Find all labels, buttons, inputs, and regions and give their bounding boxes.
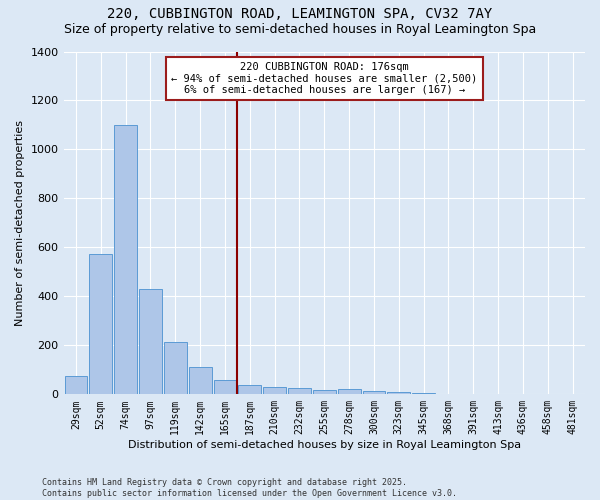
Bar [313, 390, 335, 394]
Bar [164, 342, 187, 394]
Bar [188, 368, 212, 394]
Bar [412, 393, 435, 394]
Bar [288, 388, 311, 394]
Text: Contains HM Land Registry data © Crown copyright and database right 2025.
Contai: Contains HM Land Registry data © Crown c… [42, 478, 457, 498]
Bar [362, 390, 385, 394]
Bar [214, 380, 236, 394]
X-axis label: Distribution of semi-detached houses by size in Royal Leamington Spa: Distribution of semi-detached houses by … [128, 440, 521, 450]
Bar [65, 376, 88, 394]
Text: 220, CUBBINGTON ROAD, LEAMINGTON SPA, CV32 7AY: 220, CUBBINGTON ROAD, LEAMINGTON SPA, CV… [107, 8, 493, 22]
Bar [338, 390, 361, 394]
Bar [139, 289, 162, 395]
Text: Size of property relative to semi-detached houses in Royal Leamington Spa: Size of property relative to semi-detach… [64, 22, 536, 36]
Y-axis label: Number of semi-detached properties: Number of semi-detached properties [15, 120, 25, 326]
Bar [114, 125, 137, 394]
Bar [388, 392, 410, 394]
Text: 220 CUBBINGTON ROAD: 176sqm
← 94% of semi-detached houses are smaller (2,500)
6%: 220 CUBBINGTON ROAD: 176sqm ← 94% of sem… [171, 62, 478, 95]
Bar [89, 254, 112, 394]
Bar [238, 384, 261, 394]
Bar [263, 387, 286, 394]
